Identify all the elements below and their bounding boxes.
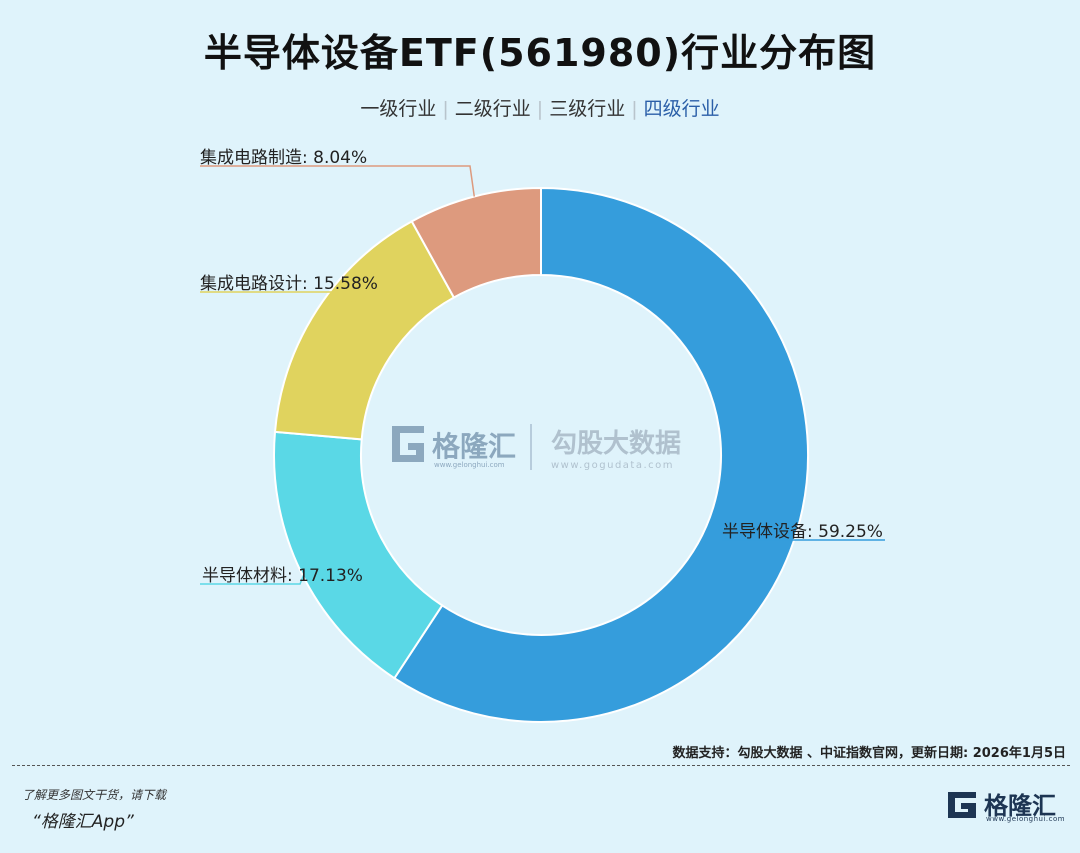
donut-slices	[273, 186, 809, 723]
watermark-brand1: 格隆汇	[432, 430, 516, 463]
footer-divider	[12, 765, 1070, 766]
center-watermark: 格隆汇 www.gelonghui.com 勾股大数据 www.gogudata…	[392, 424, 681, 471]
page-title: 半导体设备ETF(561980)行业分布图	[203, 31, 877, 75]
slice-semiconductor-equipment[interactable]	[393, 186, 809, 723]
tab-separator: |	[536, 98, 544, 120]
donut-chart: 半导体设备: 59.25% 半导体材料: 17.13% 集成电路设计: 15.5…	[200, 148, 885, 723]
gelonghui-logo-icon	[948, 792, 976, 818]
watermark-brand1-url: www.gelonghui.com	[434, 461, 505, 469]
tab-level-3[interactable]: 三级行业	[549, 98, 626, 120]
slice-labels: 半导体设备: 59.25% 半导体材料: 17.13% 集成电路设计: 15.5…	[200, 148, 883, 586]
watermark-brand2: 勾股大数据	[551, 429, 681, 459]
level-tabs: 一级行业 | 二级行业 | 三级行业 | 四级行业	[0, 94, 1080, 121]
slice-label-semiconductor-equipment: 半导体设备: 59.25%	[722, 522, 883, 542]
tab-level-2[interactable]: 二级行业	[454, 98, 531, 120]
footer-brand-name: 格隆汇	[984, 792, 1056, 820]
label-leaders	[200, 165, 885, 585]
promo-app-name: “格隆汇App”	[32, 812, 134, 832]
slice-label-semiconductor-materials: 半导体材料: 17.13%	[202, 566, 363, 586]
leader-line	[721, 529, 885, 541]
footer-brand: 格隆汇 www.gelonghui.com	[946, 786, 1066, 826]
gelonghui-logo-icon	[392, 426, 424, 462]
promo-text: 了解更多图文干货，请下载	[22, 788, 167, 802]
leader-line	[200, 291, 381, 314]
slice-label-ic-manufacturing: 集成电路制造: 8.04%	[200, 148, 367, 168]
leader-line	[200, 165, 476, 197]
tab-level-4[interactable]: 四级行业	[643, 98, 720, 120]
slice-ic-design[interactable]	[273, 219, 456, 441]
tab-level-1[interactable]: 一级行业	[360, 98, 437, 120]
leader-line	[200, 568, 307, 585]
slice-ic-manufacturing[interactable]	[410, 186, 542, 299]
slice-label-ic-design: 集成电路设计: 15.58%	[200, 274, 378, 294]
tab-separator: |	[631, 98, 638, 120]
data-source-note: 数据支持：勾股大数据 、中证指数官网，更新日期: 2026年1月5日	[672, 746, 1066, 761]
watermark-brand2-url: www.gogudata.com	[551, 460, 674, 471]
footer-brand-url: www.gelonghui.com	[986, 815, 1066, 823]
slice-semiconductor-materials[interactable]	[273, 430, 444, 680]
tab-separator: |	[442, 98, 449, 120]
